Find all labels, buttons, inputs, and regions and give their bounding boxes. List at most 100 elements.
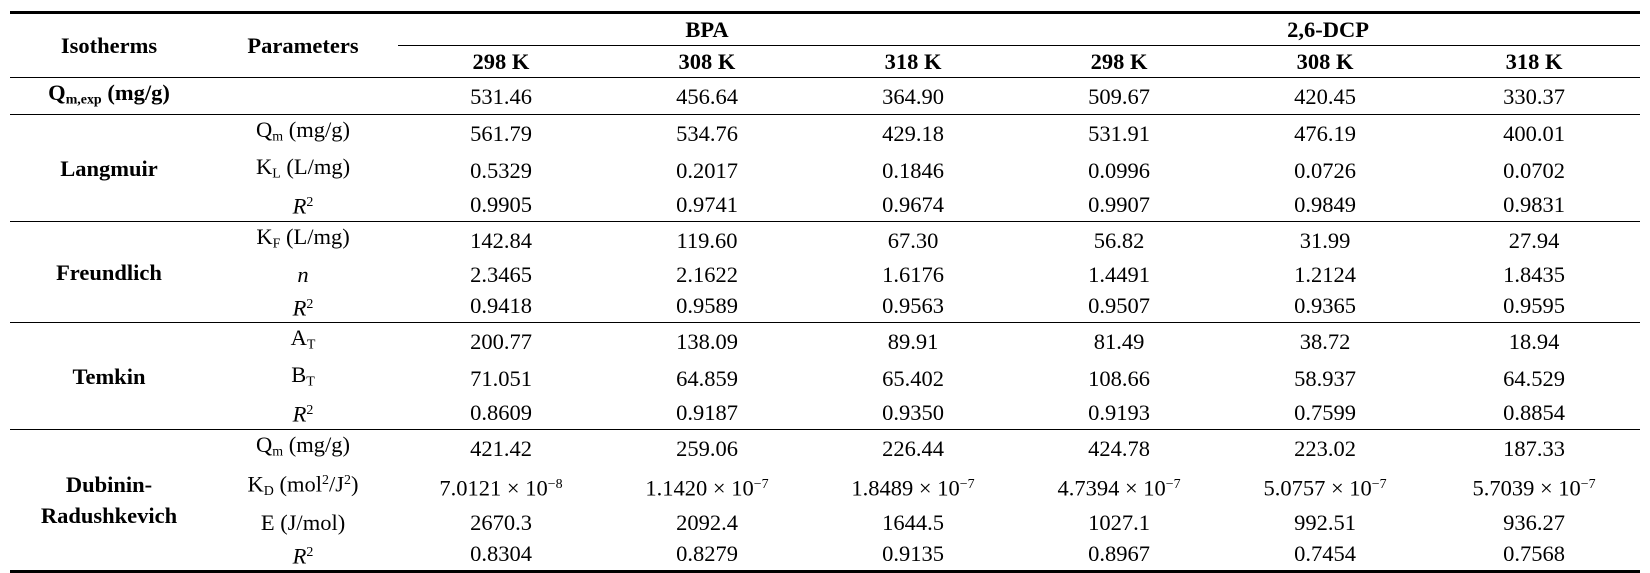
table-cell: 18.94 (1508, 329, 1560, 355)
parameter-subscript: m (272, 444, 284, 460)
table-cell: 0.9187 (604, 396, 810, 430)
table-cell: 531.46 (398, 77, 604, 116)
table-cell: 1.8435 (1503, 261, 1565, 287)
table-cell: 200.77 (470, 329, 532, 355)
model-name: Langmuir (10, 114, 208, 223)
table-cell: 119.60 (676, 227, 738, 253)
parameter-subscript: T (306, 337, 316, 353)
table-cell: 1027.1 (1088, 509, 1150, 535)
model-name: Freundlich (10, 221, 208, 324)
table-cell: 534.76 (676, 121, 738, 147)
parameter-label: Qm (mg/g) (208, 115, 398, 152)
table-cell: 1644.5 (882, 509, 944, 535)
model-name-line: Freundlich (56, 259, 162, 285)
table-row: n 2.3465 2.1622 1.6176 1.4491 1.2124 1.8435 (10, 259, 1640, 290)
table-cell: 0.8854 (1428, 396, 1641, 430)
table-cell: 0.9365 (1222, 289, 1429, 324)
parameter-label: Qm (mg/g) (208, 429, 398, 466)
parameter-subscript: T (306, 374, 315, 390)
parameter-symbol: K (255, 153, 273, 179)
sci-exponent: −7 (1165, 477, 1181, 493)
table-cell: 936.27 (1503, 509, 1565, 535)
sci-mantissa: 5.0757 × 10 (1263, 475, 1372, 501)
parameters-header: Parameters (208, 11, 398, 78)
sci-mantissa: 7.0121 × 10 (439, 475, 548, 501)
table-cell: 0.0702 (1503, 157, 1565, 183)
table-cell: 226.44 (882, 435, 944, 461)
parameter-label: E (J/mol) (208, 507, 398, 538)
table-cell: 0.0726 (1294, 157, 1356, 183)
table-row: R2 0.8304 0.8279 0.9135 0.8967 0.7454 0.7568 (10, 537, 1641, 573)
parameter-label: R2 (208, 289, 398, 324)
table-cell: 330.37 (1428, 77, 1641, 116)
parameter-unit-part: (mol (273, 472, 323, 498)
table-header: Isotherms Parameters BPA 2,6-DCP 298 K 3… (10, 11, 1641, 78)
table-cell: 5.0757 × 10−7 (1222, 466, 1428, 506)
table-row: KL (L/mg) 0.5329 0.2017 0.1846 0.0996 0.0726 0… (10, 152, 1640, 188)
table-cell: 1.2124 (1294, 261, 1356, 287)
table-cell: 531.91 (1088, 121, 1150, 147)
parameter-label: BT (208, 360, 398, 396)
table-cell: 0.9563 (810, 289, 1017, 324)
parameter-superscript: 2 (306, 403, 314, 419)
parameter-symbol: E (260, 509, 275, 535)
table-cell: 64.859 (676, 365, 738, 391)
table-cell: 71.051 (470, 365, 532, 391)
table-cell: 0.9418 (398, 289, 604, 324)
table-cell: 0.8279 (604, 537, 810, 573)
model-name: Dubinin- Radushkevich (10, 429, 208, 573)
parameter-superscript: 2 (306, 296, 314, 312)
table-cell: 58.937 (1294, 365, 1356, 391)
table-cell: 400.01 (1503, 121, 1565, 147)
table-cell: 2092.4 (676, 509, 738, 535)
sci-mantissa: 4.7394 × 10 (1057, 475, 1166, 501)
table-row: R2 0.9418 0.9589 0.9563 0.9507 0.9365 0.9595 (10, 289, 1641, 324)
table-body: Qm,exp (mg/g) 531.46 456.64 364.90 509.6… (10, 77, 1641, 573)
table-cell: 64.529 (1503, 365, 1565, 391)
table-cell: 7.0121 × 10−8 (398, 466, 604, 506)
table-cell: 0.9907 (1016, 188, 1223, 223)
parameter-symbol: K (256, 224, 273, 250)
table-cell: 89.91 (887, 329, 939, 355)
table-row: KD (mol2/J2) 7.0121 × 10−8 1.1420 × 10−7 1.… (10, 466, 1640, 506)
parameter-symbol: Q (256, 117, 273, 143)
parameter-unit: (mg/g) (283, 431, 350, 457)
sci-mantissa: 1.8489 × 10 (851, 475, 960, 501)
sci-exponent: −8 (547, 477, 563, 493)
parameter-label: R2 (208, 537, 398, 573)
parameter-label: KD (mol2/J2) (208, 466, 398, 506)
parameter-superscript: 2 (306, 544, 314, 560)
table-cell: 4.7394 × 10−7 (1016, 466, 1222, 506)
table-cell: 2.3465 (470, 261, 532, 287)
temp-header: 298 K (398, 45, 604, 78)
table-cell: 0.7568 (1428, 537, 1641, 573)
parameter-symbol: R (292, 194, 307, 220)
table-cell: 5.7039 × 10−7 (1428, 466, 1640, 506)
table-cell: 1.8489 × 10−7 (810, 466, 1016, 506)
table-cell: 67.30 (887, 227, 939, 253)
isotherms-header: Isotherms (10, 11, 208, 78)
parameter-subscript: L (272, 166, 281, 182)
table-cell: 0.1846 (882, 157, 944, 183)
parameter-unit: (L/mg) (280, 224, 350, 250)
table-row: R2 0.9905 0.9741 0.9674 0.9907 0.9849 0.9831 (10, 188, 1641, 223)
parameter-symbol: R (292, 401, 307, 427)
table-cell: 0.2017 (676, 157, 738, 183)
table-cell: 259.06 (676, 435, 738, 461)
sci-mantissa: 1.1420 × 10 (645, 475, 754, 501)
table-cell: 509.67 (1016, 77, 1223, 116)
parameter-label: R2 (208, 188, 398, 223)
qexp-label-main: Q (48, 80, 66, 105)
parameter-label: KL (L/mg) (208, 152, 398, 188)
table-cell: 0.9849 (1222, 188, 1429, 223)
isotherm-parameters-table: Isotherms Parameters BPA 2,6-DCP 298 K 3… (10, 11, 1641, 573)
table-cell: 38.72 (1299, 329, 1351, 355)
table-row: R2 0.8609 0.9187 0.9350 0.9193 0.7599 0.8854 (10, 396, 1641, 430)
table-cell: 0.8967 (1016, 537, 1223, 573)
model-name-line: Temkin (72, 363, 146, 389)
table-cell: 31.99 (1299, 227, 1351, 253)
parameter-label: KF (L/mg) (208, 222, 398, 259)
parameter-symbol: A (290, 325, 307, 351)
table-cell: 421.42 (470, 435, 532, 461)
parameter-label: R2 (208, 396, 398, 430)
